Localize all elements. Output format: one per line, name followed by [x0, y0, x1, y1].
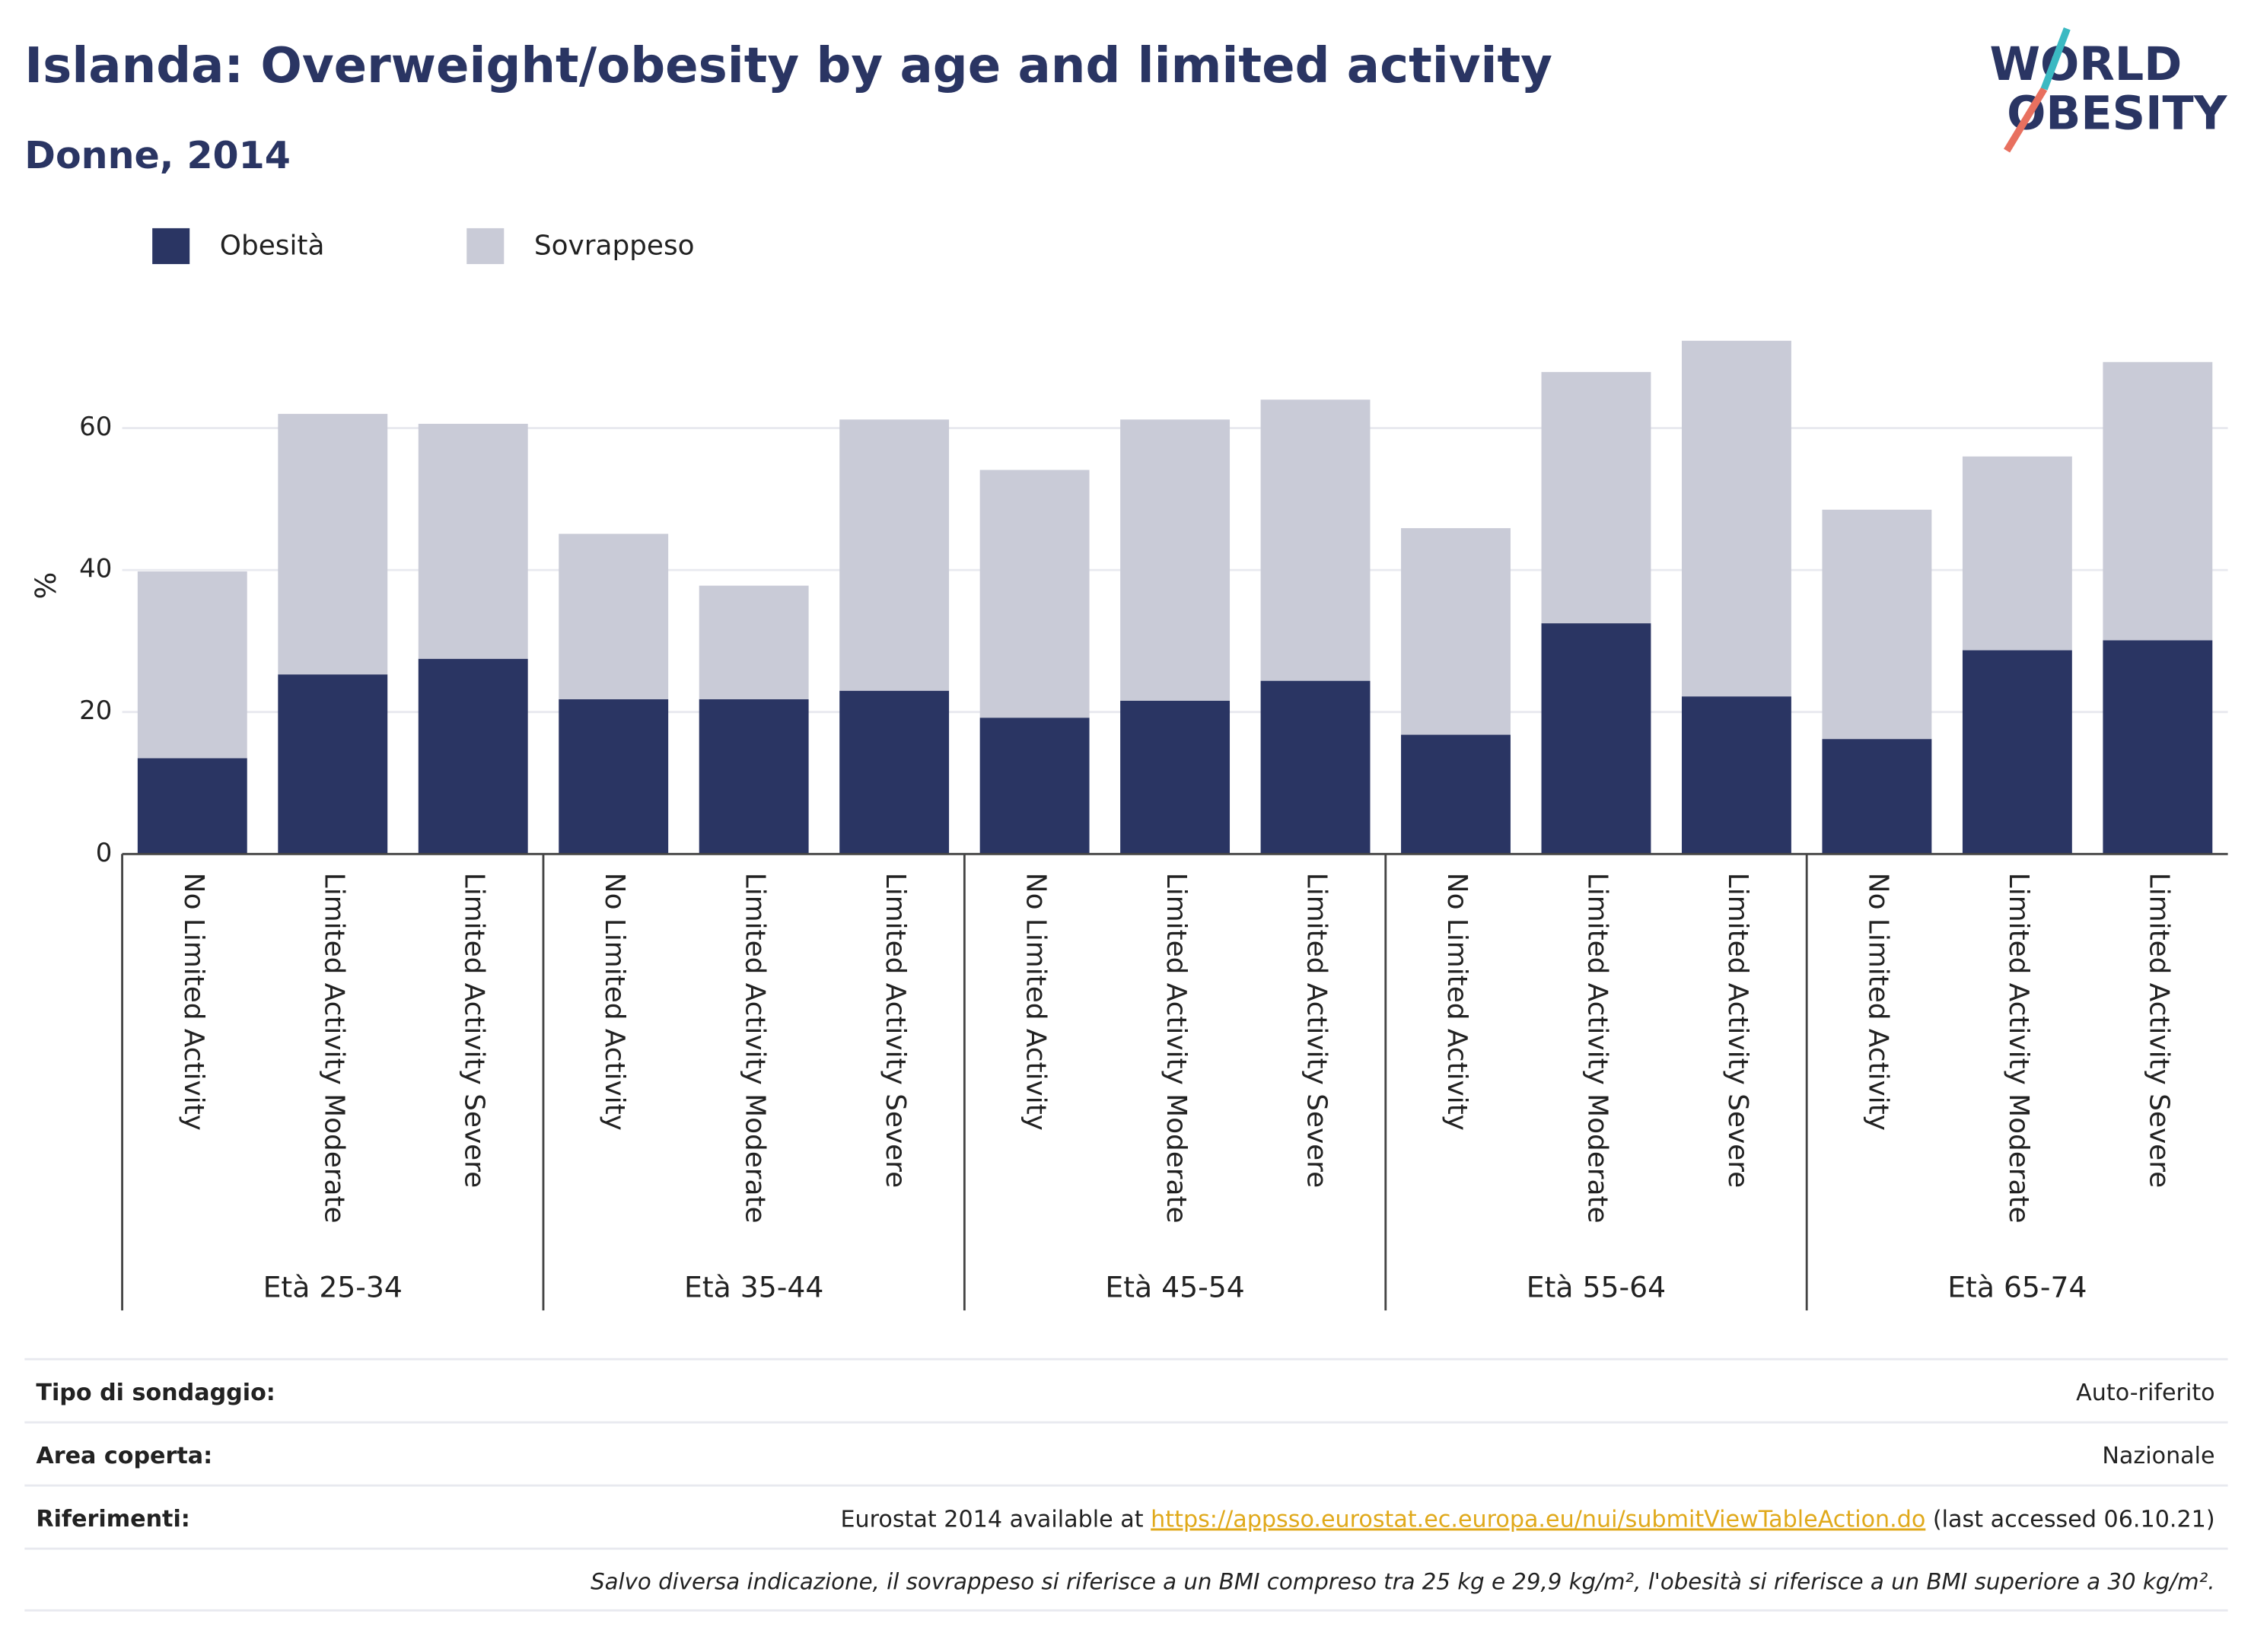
bar — [1541, 623, 1651, 855]
x-tick-label: Limited Activity Severe — [459, 873, 490, 1188]
bar — [1682, 340, 1791, 697]
logo-text: WORLD — [1989, 38, 2182, 91]
logo: WORLD OBESITY — [1989, 27, 2228, 153]
group-label: Età 45-54 — [1105, 1270, 1244, 1303]
bar — [559, 699, 669, 855]
x-tick-label: Limited Activity Severe — [1722, 873, 1753, 1188]
logo-slash — [2004, 87, 2048, 153]
bar — [839, 690, 950, 855]
y-tick-label: 40 — [79, 554, 112, 584]
x-tick-label: No Limited Activity — [599, 873, 630, 1131]
bar — [278, 674, 388, 855]
x-tick-label: Limited Activity Severe — [880, 873, 911, 1188]
footer-label: Area coperta: — [36, 1443, 212, 1469]
footer-text: Eurostat 2014 available at — [840, 1506, 1151, 1533]
x-tick-label: No Limited Activity — [1441, 873, 1473, 1131]
x-tick-label: No Limited Activity — [178, 873, 209, 1131]
bar — [1401, 734, 1511, 855]
y-tick-label: 20 — [79, 695, 112, 726]
bar — [2103, 640, 2213, 855]
group-label: Età 65-74 — [1947, 1270, 2087, 1303]
bar — [278, 413, 388, 675]
bar — [1962, 650, 2072, 855]
bar — [979, 469, 1090, 718]
footer-value: Nazionale — [2102, 1443, 2214, 1469]
x-tick-label: Limited Activity Severe — [2143, 873, 2174, 1188]
bar — [137, 758, 247, 855]
bar — [839, 419, 950, 691]
bar — [699, 699, 809, 855]
bar — [1401, 528, 1511, 735]
x-tick-label: Limited Activity Moderate — [1581, 873, 1613, 1224]
legend-swatch — [466, 228, 505, 265]
group-label: Età 55-64 — [1527, 1270, 1666, 1303]
footer-text: (last accessed 06.10.21) — [1925, 1506, 2214, 1533]
x-tick-label: Limited Activity Moderate — [1161, 873, 1192, 1224]
bar — [979, 718, 1090, 855]
bar — [2103, 361, 2213, 641]
x-tick-label: Limited Activity Moderate — [2003, 873, 2034, 1224]
bar — [1260, 680, 1371, 855]
footer-value: Eurostat 2014 available at https://appss… — [840, 1506, 2214, 1533]
bar — [137, 571, 247, 759]
y-tick-label: 0 — [96, 838, 113, 868]
bar — [1120, 419, 1231, 701]
legend-label: Sovrappeso — [534, 230, 695, 261]
bar — [1822, 509, 1932, 740]
footer-note: Salvo diversa indicazione, il sovrappeso… — [591, 1568, 2215, 1594]
bar — [1822, 739, 1932, 855]
bar — [559, 533, 669, 699]
x-tick-label: No Limited Activity — [1862, 873, 1893, 1131]
chart-subtitle: Donne, 2014 — [24, 133, 291, 177]
x-tick-label: Limited Activity Severe — [1301, 873, 1332, 1188]
logo-slash — [2040, 27, 2071, 91]
chart-title: Islanda: Overweight/obesity by age and l… — [24, 37, 1552, 94]
bar — [699, 585, 809, 699]
footer-link[interactable]: https://appsso.eurostat.ec.europa.eu/nui… — [1151, 1506, 1925, 1533]
y-tick-label: 60 — [79, 412, 112, 442]
group-label: Età 25-34 — [263, 1270, 403, 1303]
x-tick-label: Limited Activity Moderate — [318, 873, 349, 1224]
footer-label: Riferimenti: — [36, 1506, 190, 1533]
footer-value: Auto-riferito — [2076, 1380, 2214, 1406]
legend-swatch — [152, 228, 190, 265]
y-axis-label: % — [29, 572, 62, 600]
x-tick-label: No Limited Activity — [1020, 873, 1052, 1131]
footer-label: Tipo di sondaggio: — [36, 1380, 275, 1406]
bar — [418, 423, 528, 659]
bar — [1962, 456, 2072, 651]
bar — [1260, 399, 1371, 681]
bar — [1541, 371, 1651, 624]
bar — [418, 658, 528, 855]
legend-label: Obesità — [220, 230, 325, 261]
x-tick-label: Limited Activity Moderate — [740, 873, 771, 1224]
bar — [1120, 700, 1231, 855]
group-label: Età 35-44 — [684, 1270, 823, 1303]
bar — [1682, 696, 1791, 855]
